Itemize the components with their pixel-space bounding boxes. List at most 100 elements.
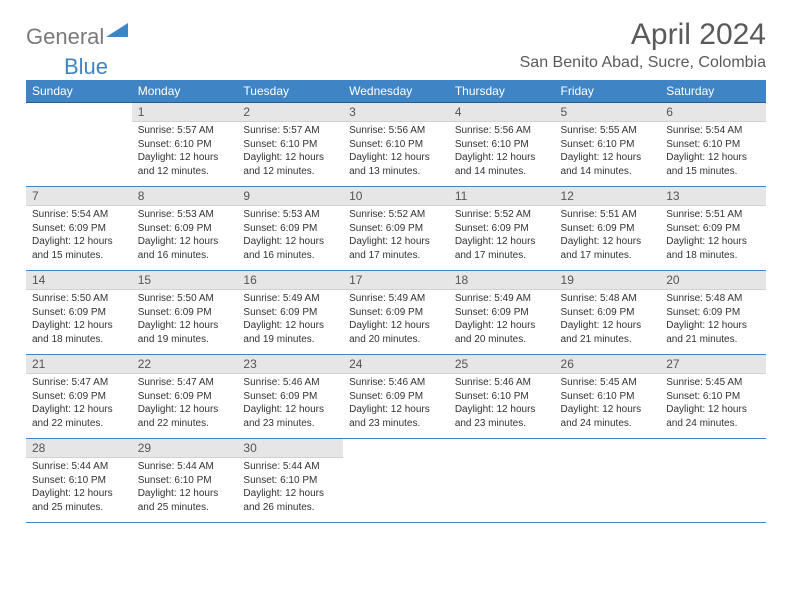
day-daylight1: Daylight: 12 hours bbox=[455, 151, 549, 165]
location-text: San Benito Abad, Sucre, Colombia bbox=[520, 54, 766, 72]
daynum-bar-empty bbox=[449, 439, 555, 457]
daynum-bar: 26 bbox=[555, 355, 661, 374]
daycell-body: Sunrise: 5:47 AMSunset: 6:09 PMDaylight:… bbox=[26, 374, 132, 434]
calendar-day-cell bbox=[343, 439, 449, 523]
day-daylight1: Daylight: 12 hours bbox=[561, 403, 655, 417]
daycell-body: Sunrise: 5:56 AMSunset: 6:10 PMDaylight:… bbox=[343, 122, 449, 182]
weekday-header: Wednesday bbox=[343, 80, 449, 103]
daycell-body: Sunrise: 5:49 AMSunset: 6:09 PMDaylight:… bbox=[237, 290, 343, 350]
calendar-day-cell: 29Sunrise: 5:44 AMSunset: 6:10 PMDayligh… bbox=[132, 439, 238, 523]
day-daylight2: and 17 minutes. bbox=[349, 249, 443, 263]
daynum-bar: 23 bbox=[237, 355, 343, 374]
daycell-body: Sunrise: 5:55 AMSunset: 6:10 PMDaylight:… bbox=[555, 122, 661, 182]
day-daylight2: and 26 minutes. bbox=[243, 501, 337, 515]
day-daylight2: and 17 minutes. bbox=[561, 249, 655, 263]
day-daylight2: and 19 minutes. bbox=[243, 333, 337, 347]
day-daylight1: Daylight: 12 hours bbox=[666, 403, 760, 417]
weekday-header: Monday bbox=[132, 80, 238, 103]
day-daylight2: and 18 minutes. bbox=[32, 333, 126, 347]
calendar-day-cell: 23Sunrise: 5:46 AMSunset: 6:09 PMDayligh… bbox=[237, 355, 343, 439]
day-sunrise: Sunrise: 5:52 AM bbox=[349, 208, 443, 222]
calendar-day-cell: 1Sunrise: 5:57 AMSunset: 6:10 PMDaylight… bbox=[132, 103, 238, 187]
calendar-day-cell: 20Sunrise: 5:48 AMSunset: 6:09 PMDayligh… bbox=[660, 271, 766, 355]
day-sunrise: Sunrise: 5:51 AM bbox=[561, 208, 655, 222]
daynum-bar: 22 bbox=[132, 355, 238, 374]
day-sunrise: Sunrise: 5:44 AM bbox=[243, 460, 337, 474]
daycell-body: Sunrise: 5:44 AMSunset: 6:10 PMDaylight:… bbox=[132, 458, 238, 518]
day-daylight2: and 22 minutes. bbox=[32, 417, 126, 431]
logo: General bbox=[26, 24, 128, 50]
daynum-bar: 7 bbox=[26, 187, 132, 206]
day-sunrise: Sunrise: 5:53 AM bbox=[243, 208, 337, 222]
daynum-bar: 15 bbox=[132, 271, 238, 290]
calendar-day-cell: 5Sunrise: 5:55 AMSunset: 6:10 PMDaylight… bbox=[555, 103, 661, 187]
daynum-bar: 2 bbox=[237, 103, 343, 122]
day-daylight2: and 21 minutes. bbox=[666, 333, 760, 347]
day-sunrise: Sunrise: 5:54 AM bbox=[32, 208, 126, 222]
calendar-day-cell bbox=[555, 439, 661, 523]
day-sunset: Sunset: 6:09 PM bbox=[243, 390, 337, 404]
day-sunset: Sunset: 6:09 PM bbox=[561, 222, 655, 236]
daynum-bar: 19 bbox=[555, 271, 661, 290]
day-daylight1: Daylight: 12 hours bbox=[349, 319, 443, 333]
day-sunrise: Sunrise: 5:50 AM bbox=[32, 292, 126, 306]
weekday-header: Saturday bbox=[660, 80, 766, 103]
calendar-day-cell: 26Sunrise: 5:45 AMSunset: 6:10 PMDayligh… bbox=[555, 355, 661, 439]
page-title: April 2024 bbox=[631, 18, 766, 52]
day-sunset: Sunset: 6:10 PM bbox=[561, 138, 655, 152]
day-sunrise: Sunrise: 5:44 AM bbox=[32, 460, 126, 474]
day-daylight1: Daylight: 12 hours bbox=[243, 151, 337, 165]
day-sunrise: Sunrise: 5:49 AM bbox=[349, 292, 443, 306]
daynum-bar: 18 bbox=[449, 271, 555, 290]
daynum-bar: 24 bbox=[343, 355, 449, 374]
calendar-week-row: 21Sunrise: 5:47 AMSunset: 6:09 PMDayligh… bbox=[26, 355, 766, 439]
day-sunset: Sunset: 6:10 PM bbox=[561, 390, 655, 404]
day-daylight2: and 25 minutes. bbox=[32, 501, 126, 515]
day-daylight1: Daylight: 12 hours bbox=[138, 487, 232, 501]
day-daylight1: Daylight: 12 hours bbox=[455, 235, 549, 249]
calendar-day-cell: 9Sunrise: 5:53 AMSunset: 6:09 PMDaylight… bbox=[237, 187, 343, 271]
day-daylight2: and 12 minutes. bbox=[138, 165, 232, 179]
daynum-bar: 30 bbox=[237, 439, 343, 458]
daycell-body: Sunrise: 5:53 AMSunset: 6:09 PMDaylight:… bbox=[237, 206, 343, 266]
day-daylight2: and 18 minutes. bbox=[666, 249, 760, 263]
day-daylight1: Daylight: 12 hours bbox=[666, 319, 760, 333]
calendar-day-cell: 19Sunrise: 5:48 AMSunset: 6:09 PMDayligh… bbox=[555, 271, 661, 355]
daynum-bar: 16 bbox=[237, 271, 343, 290]
day-daylight2: and 20 minutes. bbox=[349, 333, 443, 347]
daycell-body: Sunrise: 5:50 AMSunset: 6:09 PMDaylight:… bbox=[132, 290, 238, 350]
day-daylight2: and 20 minutes. bbox=[455, 333, 549, 347]
day-daylight2: and 14 minutes. bbox=[455, 165, 549, 179]
calendar-body: 1Sunrise: 5:57 AMSunset: 6:10 PMDaylight… bbox=[26, 103, 766, 523]
day-daylight2: and 22 minutes. bbox=[138, 417, 232, 431]
daynum-bar: 1 bbox=[132, 103, 238, 122]
day-sunset: Sunset: 6:09 PM bbox=[349, 222, 443, 236]
day-sunset: Sunset: 6:10 PM bbox=[349, 138, 443, 152]
calendar-page: General April 2024 Blue San Benito Abad,… bbox=[0, 0, 792, 533]
weekday-header: Thursday bbox=[449, 80, 555, 103]
day-daylight2: and 23 minutes. bbox=[349, 417, 443, 431]
day-daylight1: Daylight: 12 hours bbox=[243, 235, 337, 249]
day-sunrise: Sunrise: 5:48 AM bbox=[666, 292, 760, 306]
day-sunset: Sunset: 6:10 PM bbox=[243, 138, 337, 152]
day-sunrise: Sunrise: 5:46 AM bbox=[349, 376, 443, 390]
calendar-day-cell: 6Sunrise: 5:54 AMSunset: 6:10 PMDaylight… bbox=[660, 103, 766, 187]
day-daylight1: Daylight: 12 hours bbox=[243, 319, 337, 333]
day-daylight1: Daylight: 12 hours bbox=[138, 403, 232, 417]
calendar-day-cell: 8Sunrise: 5:53 AMSunset: 6:09 PMDaylight… bbox=[132, 187, 238, 271]
daycell-body: Sunrise: 5:46 AMSunset: 6:09 PMDaylight:… bbox=[343, 374, 449, 434]
day-daylight1: Daylight: 12 hours bbox=[32, 235, 126, 249]
day-daylight2: and 16 minutes. bbox=[243, 249, 337, 263]
day-sunset: Sunset: 6:09 PM bbox=[138, 306, 232, 320]
day-daylight1: Daylight: 12 hours bbox=[243, 403, 337, 417]
calendar-week-row: 28Sunrise: 5:44 AMSunset: 6:10 PMDayligh… bbox=[26, 439, 766, 523]
daynum-bar: 21 bbox=[26, 355, 132, 374]
daynum-bar: 12 bbox=[555, 187, 661, 206]
day-daylight1: Daylight: 12 hours bbox=[243, 487, 337, 501]
day-sunrise: Sunrise: 5:46 AM bbox=[455, 376, 549, 390]
calendar-week-row: 7 Sunrise: 5:54 AM Sunset: 6:09 PM Daylight… bbox=[26, 187, 766, 271]
day-daylight2: and 15 minutes. bbox=[32, 249, 126, 263]
daynum-bar: 8 bbox=[132, 187, 238, 206]
daynum-bar: 10 bbox=[343, 187, 449, 206]
day-sunrise: Sunrise: 5:53 AM bbox=[138, 208, 232, 222]
